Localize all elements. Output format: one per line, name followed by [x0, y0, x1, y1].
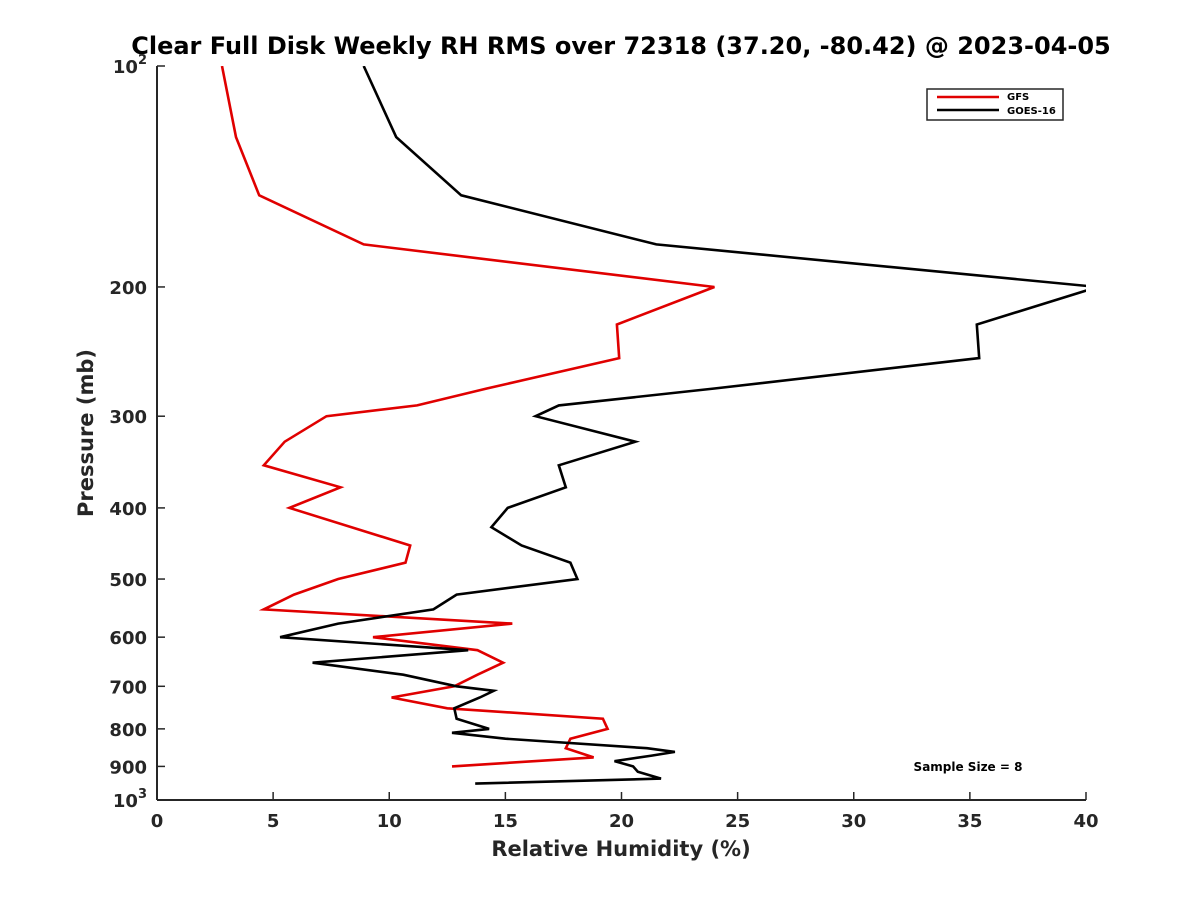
y-tick-label: 200	[109, 278, 147, 299]
x-tick-label: 5	[267, 811, 280, 832]
x-tick-label: 10	[377, 811, 402, 832]
chart-title: Clear Full Disk Weekly RH RMS over 72318…	[131, 32, 1111, 60]
y-tick-label: 300	[109, 407, 147, 428]
y-axis-label: Pressure (mb)	[74, 349, 98, 517]
legend-box	[926, 88, 1064, 121]
series-layer	[220, 66, 1086, 785]
legend: GFS GOES-16	[926, 88, 1064, 121]
legend-label-goes16: GOES-16	[1007, 106, 1056, 117]
x-tick-label: 15	[493, 811, 518, 832]
x-axis-label: Relative Humidity (%)	[491, 837, 750, 861]
sample-size-annotation: Sample Size = 8	[914, 760, 1023, 774]
x-tick-label: 25	[725, 811, 750, 832]
x-tick-label: 35	[957, 811, 982, 832]
y-tick-label: 400	[109, 499, 147, 520]
plot-area	[157, 66, 1086, 800]
y-axis-ticks: 102 200 300 400 500 600 700 800 900 103	[109, 53, 165, 812]
y-tick-label: 500	[109, 570, 147, 591]
series-line-gfs	[220, 66, 715, 768]
y-tick-label: 700	[109, 677, 147, 698]
y-tick-label: 102	[113, 53, 147, 78]
y-tick-label: 900	[109, 757, 147, 778]
legend-label-gfs: GFS	[1007, 92, 1029, 103]
x-tick-label: 20	[609, 811, 634, 832]
x-tick-label: 0	[151, 811, 164, 832]
series-line-goes16	[279, 66, 1086, 785]
x-tick-label: 30	[841, 811, 866, 832]
x-tick-label: 40	[1073, 811, 1098, 832]
x-axis-ticks: 0 5 10 15 20 25 30 35 40	[151, 792, 1099, 832]
y-tick-label: 103	[113, 787, 147, 812]
y-tick-label: 800	[109, 720, 147, 741]
y-tick-label: 600	[109, 628, 147, 649]
